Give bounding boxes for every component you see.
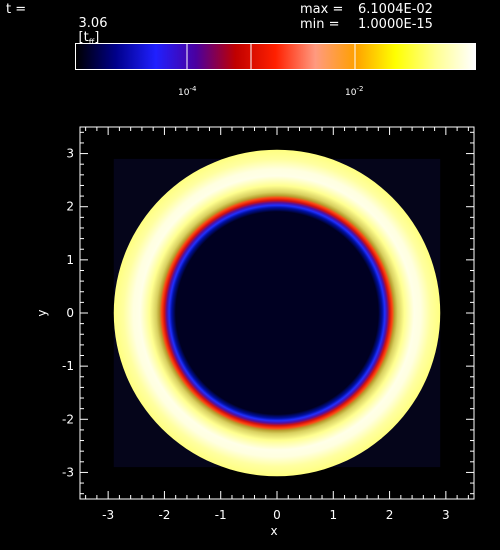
x-tick-label: -3 — [102, 508, 114, 522]
time-display: 3.06 [tff] — [62, 3, 108, 64]
y-tick-label: 1 — [66, 253, 74, 267]
density-image — [113, 149, 441, 477]
colorbar-label-base: 10 — [178, 88, 190, 98]
colorbar-gradient — [76, 44, 475, 69]
axis-ticks — [80, 127, 474, 499]
y-axis-label: y — [35, 309, 49, 316]
y-tick-label: 2 — [66, 200, 74, 214]
x-axis-label: x — [270, 524, 277, 538]
colorbar-label-1e-4: 10-4 — [178, 84, 196, 98]
density-annulus — [113, 149, 441, 477]
time-value: 3.06 — [78, 16, 108, 31]
colorbar — [75, 43, 476, 70]
y-tick-label: 0 — [66, 306, 74, 320]
x-tick-label: 1 — [329, 508, 337, 522]
colorbar-label-base: 10 — [345, 88, 357, 98]
x-tick-label: 3 — [442, 508, 450, 522]
y-tick-label: -3 — [62, 465, 74, 479]
time-unit-close: ] — [94, 30, 100, 45]
colorbar-label-1e-2: 10-2 — [345, 84, 363, 98]
min-label: min = — [300, 17, 340, 32]
colorbar-label-exp: -2 — [356, 85, 364, 93]
y-tick-label: -2 — [62, 412, 74, 426]
x-tick-label: -1 — [215, 508, 227, 522]
x-tick-label: 0 — [273, 508, 281, 522]
max-value: 6.1004E-02 — [358, 2, 433, 17]
x-tick-label: 2 — [386, 508, 394, 522]
time-unit: [t — [78, 30, 89, 45]
max-label: max = — [300, 2, 344, 17]
x-tick-label: -2 — [158, 508, 170, 522]
time-unit-subscript: ff — [88, 37, 95, 47]
time-label: t = — [6, 2, 27, 17]
y-tick-label: -1 — [62, 359, 74, 373]
axis-tick-labels: -3 -2 -1 0 1 2 3 -3 -2 -1 0 1 2 3 — [62, 147, 450, 522]
y-tick-label: 3 — [66, 147, 74, 161]
min-value: 1.0000E-15 — [358, 17, 433, 32]
colorbar-label-exp: -4 — [189, 85, 197, 93]
colorbar-fill — [76, 44, 475, 69]
